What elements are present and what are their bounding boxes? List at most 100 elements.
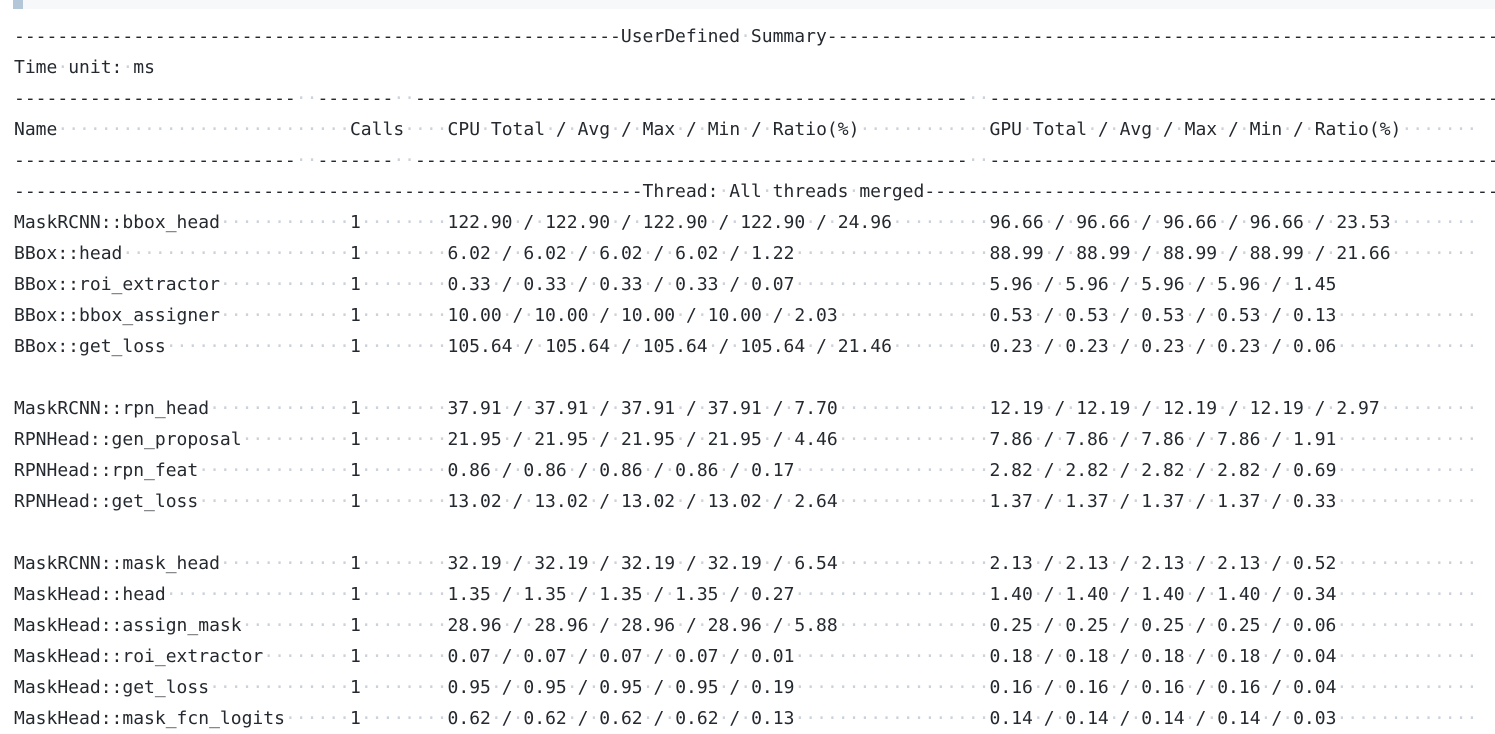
whitespace-dots: · xyxy=(566,274,578,295)
whitespace-dots: · xyxy=(566,646,578,667)
whitespace-dots: · xyxy=(1325,243,1337,264)
whitespace-dots: · xyxy=(696,491,708,512)
whitespace-dots: · xyxy=(1130,677,1142,698)
whitespace-dots: · xyxy=(664,274,676,295)
whitespace-dots: · xyxy=(1108,460,1120,481)
whitespace-dots: · xyxy=(1260,584,1272,605)
whitespace-dots: · xyxy=(1184,677,1196,698)
whitespace-dots: ············· xyxy=(1336,708,1478,729)
whitespace-dots: ·· xyxy=(967,88,990,109)
whitespace-dots: · xyxy=(707,336,719,357)
whitespace-dots: · xyxy=(675,398,686,419)
blank-line xyxy=(14,362,1495,393)
whitespace-dots: · xyxy=(122,57,134,78)
profile-row: BBox::roi_extractor············1········… xyxy=(14,274,1337,295)
column-separator: --------------------------··-------··---… xyxy=(14,88,1495,109)
whitespace-dots: · xyxy=(696,553,708,574)
blank-line xyxy=(14,517,1495,548)
whitespace-dots: · xyxy=(610,212,621,233)
whitespace-dots: · xyxy=(1260,708,1272,729)
whitespace-dots: ·················· xyxy=(794,708,990,729)
whitespace-dots: · xyxy=(826,336,838,357)
whitespace-dots: · xyxy=(57,57,69,78)
whitespace-dots: · xyxy=(1130,398,1142,419)
whitespace-dots: · xyxy=(1282,708,1294,729)
whitespace-dots: ·············· xyxy=(837,429,990,450)
whitespace-dots: · xyxy=(783,491,795,512)
whitespace-dots: · xyxy=(707,212,719,233)
whitespace-dots: · xyxy=(610,491,621,512)
whitespace-dots: · xyxy=(1130,708,1142,729)
whitespace-dots: · xyxy=(1206,336,1218,357)
whitespace-dots: ········ xyxy=(360,491,448,512)
whitespace-dots: ·············· xyxy=(198,460,350,481)
whitespace-dots: · xyxy=(1303,243,1315,264)
previous-line-highlight xyxy=(13,0,1495,9)
whitespace-dots: · xyxy=(1152,243,1163,264)
whitespace-dots: · xyxy=(1032,336,1044,357)
whitespace-dots: · xyxy=(1130,212,1142,233)
whitespace-dots: · xyxy=(729,212,741,233)
whitespace-dots: · xyxy=(1108,336,1120,357)
whitespace-dots: · xyxy=(1184,646,1196,667)
whitespace-dots: · xyxy=(480,119,491,140)
whitespace-dots: · xyxy=(1282,305,1294,326)
whitespace-dots: · xyxy=(1184,584,1196,605)
whitespace-dots: · xyxy=(1325,398,1337,419)
whitespace-dots: · xyxy=(610,429,621,450)
whitespace-dots: · xyxy=(512,243,524,264)
whitespace-dots: · xyxy=(1065,212,1077,233)
whitespace-dots: · xyxy=(523,398,535,419)
whitespace-dots: · xyxy=(1260,305,1272,326)
whitespace-dots: · xyxy=(1032,553,1044,574)
whitespace-dots: ········ xyxy=(360,398,448,419)
whitespace-dots: · xyxy=(729,336,741,357)
whitespace-dots: · xyxy=(642,274,654,295)
whitespace-dots: ········ xyxy=(263,646,350,667)
whitespace-dots: · xyxy=(718,677,730,698)
whitespace-dots: ············ xyxy=(219,274,350,295)
whitespace-dots: · xyxy=(1032,305,1044,326)
whitespace-dots: · xyxy=(588,305,600,326)
whitespace-dots: ·· xyxy=(295,150,318,171)
whitespace-dots: · xyxy=(588,460,600,481)
whitespace-dots: · xyxy=(718,708,730,729)
whitespace-dots: · xyxy=(1054,336,1066,357)
whitespace-dots: · xyxy=(1054,460,1066,481)
whitespace-dots: · xyxy=(1130,429,1142,450)
column-header-line: Name···························Calls····… xyxy=(14,119,1478,140)
whitespace-dots: ········ xyxy=(360,677,448,698)
whitespace-dots: · xyxy=(642,708,654,729)
whitespace-dots: · xyxy=(501,398,513,419)
whitespace-dots: · xyxy=(588,584,600,605)
whitespace-dots: ····················· xyxy=(122,243,350,264)
whitespace-dots: · xyxy=(1206,646,1218,667)
whitespace-dots: ············ xyxy=(219,305,350,326)
whitespace-dots: · xyxy=(523,305,535,326)
whitespace-dots: · xyxy=(1260,336,1272,357)
whitespace-dots: · xyxy=(642,677,654,698)
whitespace-dots: · xyxy=(1108,615,1120,636)
thread-header-line: ----------------------------------------… xyxy=(14,181,1495,202)
whitespace-dots: ········ xyxy=(360,212,448,233)
whitespace-dots: · xyxy=(512,274,524,295)
whitespace-dots: · xyxy=(1108,429,1120,450)
whitespace-dots: ········ xyxy=(1390,243,1478,264)
whitespace-dots: · xyxy=(523,615,535,636)
whitespace-dots: · xyxy=(718,274,730,295)
whitespace-dots: · xyxy=(1303,212,1315,233)
whitespace-dots: · xyxy=(675,119,686,140)
whitespace-dots: · xyxy=(761,553,773,574)
whitespace-dots: · xyxy=(631,119,643,140)
whitespace-dots: · xyxy=(490,243,502,264)
whitespace-dots: ········ xyxy=(360,553,448,574)
whitespace-dots: · xyxy=(1184,553,1196,574)
whitespace-dots: · xyxy=(696,615,708,636)
whitespace-dots: · xyxy=(588,491,600,512)
whitespace-dots: · xyxy=(501,305,513,326)
whitespace-dots: · xyxy=(696,305,708,326)
whitespace-dots: · xyxy=(1130,646,1142,667)
whitespace-dots: · xyxy=(1032,677,1044,698)
